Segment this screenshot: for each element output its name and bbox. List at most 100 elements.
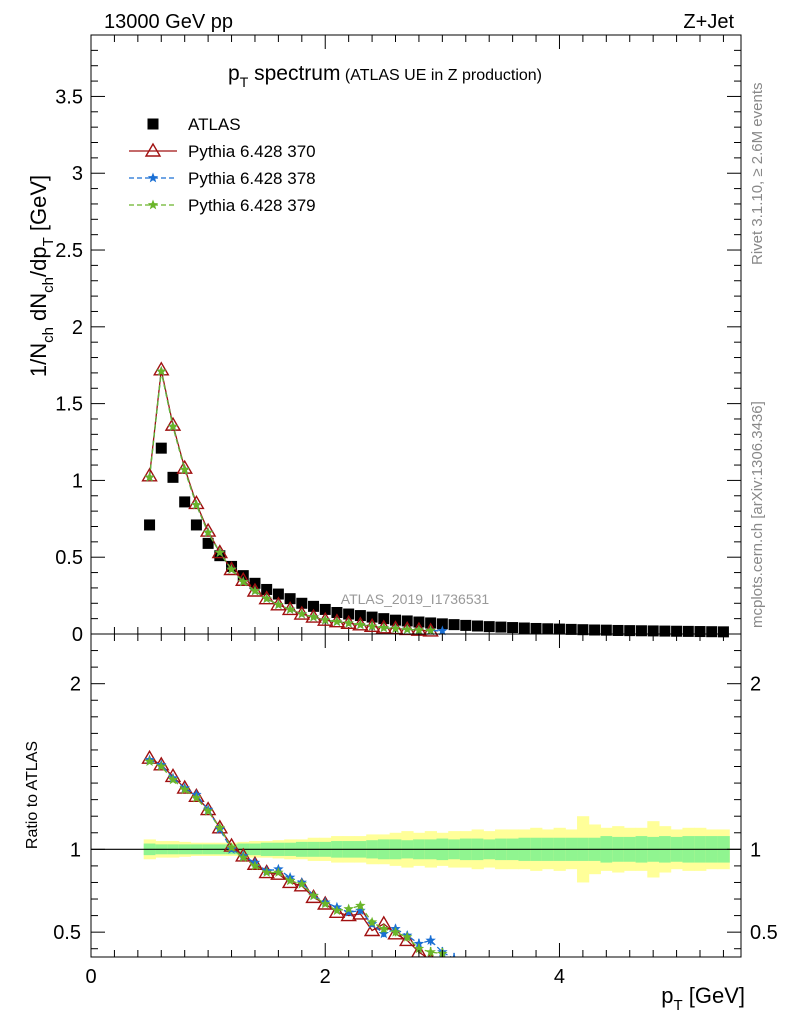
data-point-s1: [199, 522, 217, 537]
data-point-s0: [565, 623, 577, 635]
ratio-point-s2: [226, 842, 237, 853]
data-point-s3: [167, 421, 179, 432]
data-point-s0: [659, 625, 671, 637]
data-point-s3: [425, 625, 436, 636]
data-point-s0: [366, 611, 378, 623]
x-tick-label: 4: [554, 966, 565, 988]
header-left: 13000 GeV pp: [104, 11, 233, 33]
ratio-point-s0: [363, 922, 381, 937]
data-point-s3: [144, 471, 155, 482]
data-point-s0: [261, 583, 273, 595]
data-point-s0: [577, 624, 589, 636]
analysis-label: ATLAS_2019_I1736531: [341, 591, 490, 607]
y-axis-label-part: [GeV]: [26, 175, 51, 237]
ratio-y-tick-label: 1: [70, 839, 81, 861]
data-point-s0: [706, 626, 718, 638]
ratio-y-tick-label-right: 0.5: [750, 922, 778, 944]
y-tick-label: 2: [72, 317, 83, 339]
data-point-s0: [530, 622, 542, 634]
ratio-point-s2: [366, 916, 378, 927]
y-tick-label: 3: [72, 163, 83, 185]
ratio-y-tick-label-right: 2: [750, 674, 761, 696]
legend-label: ATLAS: [188, 115, 241, 134]
x-axis-label-part: p: [661, 983, 673, 1008]
data-point-s0: [190, 519, 202, 531]
ratio-point-s2: [402, 931, 413, 942]
data-point-s0: [624, 625, 636, 637]
ratio-point-s2: [261, 867, 272, 877]
ratio-point-s2: [296, 878, 307, 889]
data-point-s0: [378, 613, 390, 625]
ratio-point-s2: [214, 822, 226, 833]
data-point-s0: [717, 626, 729, 638]
data-point-s0: [144, 519, 156, 531]
data-point-s0: [331, 606, 343, 618]
ratio-point-s2: [355, 900, 366, 911]
chart-title-part: (ATLAS UE in Z production): [340, 67, 542, 84]
ratio-point-s2: [249, 860, 261, 871]
y-axis-label-part: T: [40, 237, 57, 246]
data-point-s0: [682, 625, 694, 637]
ratio-point-s1: [378, 928, 389, 939]
ratio-clipped: [91, 749, 741, 957]
data-point-s0: [612, 624, 624, 636]
data-point-s3: [366, 620, 378, 631]
legend-label: Pythia 6.428 379: [188, 196, 316, 215]
ratio-point-s0: [340, 907, 357, 922]
data-point-s0: [354, 610, 366, 622]
data-point-s1: [153, 361, 170, 376]
y-tick-label: 0: [72, 624, 83, 646]
ratio-point-s2: [390, 926, 401, 937]
data-point-s0: [214, 550, 226, 562]
ratio-point-s0: [411, 943, 427, 957]
ratio-point-s2: [156, 761, 167, 771]
data-point-s1: [235, 571, 252, 586]
legend-marker: [144, 142, 162, 157]
ratio-point-s2: [413, 943, 425, 954]
data-point-s3: [179, 464, 190, 475]
data-point-s3: [226, 564, 237, 574]
ratio-point-s2: [378, 923, 389, 934]
data-point-s3: [308, 611, 319, 622]
ratio-panel: 0.5 0.5 1 1 2 2 0 2 4 Ratio to ATLAS pT [GeV]: [24, 633, 778, 1014]
mcplots-label: mcplots.cern.ch [arXiv:1306.3436]: [749, 401, 766, 628]
ratio-point-s0: [188, 787, 205, 803]
data-point-s3: [320, 614, 331, 625]
data-point-s0: [483, 621, 495, 633]
data-point-s0: [647, 625, 659, 637]
data-point-s0: [600, 624, 612, 636]
data-point-s3: [355, 619, 366, 630]
data-point-s0: [237, 570, 249, 582]
ratio-point-s2: [308, 890, 319, 901]
ratio-point-s0: [352, 905, 369, 920]
ratio-point-s1: [413, 938, 425, 949]
ratio-point-s0: [270, 865, 287, 880]
data-point-s0: [167, 471, 179, 483]
data-point-s0: [296, 597, 308, 609]
data-point-s0: [448, 619, 460, 631]
ratio-point-s2: [320, 898, 331, 909]
data-point-s3: [331, 616, 343, 627]
legend-label: Pythia 6.428 370: [188, 142, 316, 161]
data-point-s0: [589, 624, 601, 636]
data-point-s0: [518, 622, 530, 634]
legend-marker: [147, 172, 159, 183]
y-axis-label-part: ch: [40, 327, 57, 343]
data-point-s0: [635, 625, 647, 637]
ratio-point-s0: [398, 932, 416, 947]
ratio-y-tick-label: 0.5: [53, 922, 81, 944]
data-point-s0: [284, 593, 296, 605]
data-point-s1: [188, 495, 205, 510]
ratio-point-s2: [144, 756, 155, 766]
chart-title-part: p: [228, 62, 240, 85]
y-tick-label: 2.5: [55, 240, 83, 262]
ratio-point-s2: [238, 852, 249, 863]
chart-title-part: T: [240, 74, 249, 90]
ratio-point-s2: [284, 875, 296, 886]
y-axis-label-part: /dp: [26, 246, 51, 277]
data-point-s0: [507, 622, 519, 634]
ratio-point-s1: [343, 906, 354, 917]
chart-title: pT spectrum (ATLAS UE in Z production): [228, 62, 542, 90]
y-axis-label-part: 1/N: [26, 343, 51, 377]
